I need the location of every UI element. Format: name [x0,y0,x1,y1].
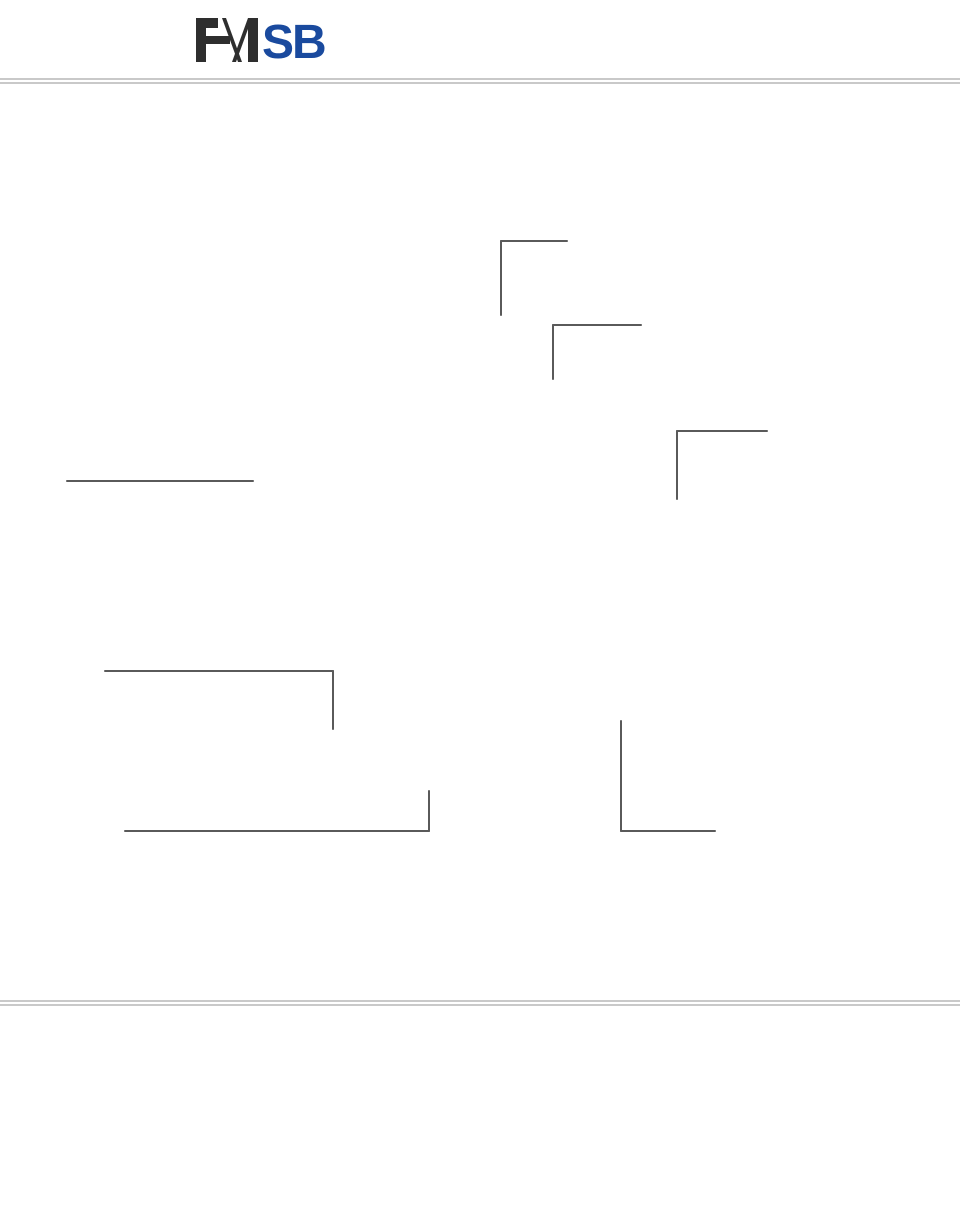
logo: SB [192,12,372,68]
svg-text:SB: SB [262,16,325,68]
divider-bottom-1 [0,1000,960,1002]
leader-line [620,830,716,832]
divider-top-2 [0,82,960,84]
divider-top-1 [0,78,960,80]
leader-line [500,240,568,242]
pie-chart [220,290,750,820]
chart-area [0,170,960,930]
leader-line [124,830,430,832]
logo-mark [196,18,258,62]
page: SB [0,0,960,1227]
divider-bottom-2 [0,1004,960,1006]
